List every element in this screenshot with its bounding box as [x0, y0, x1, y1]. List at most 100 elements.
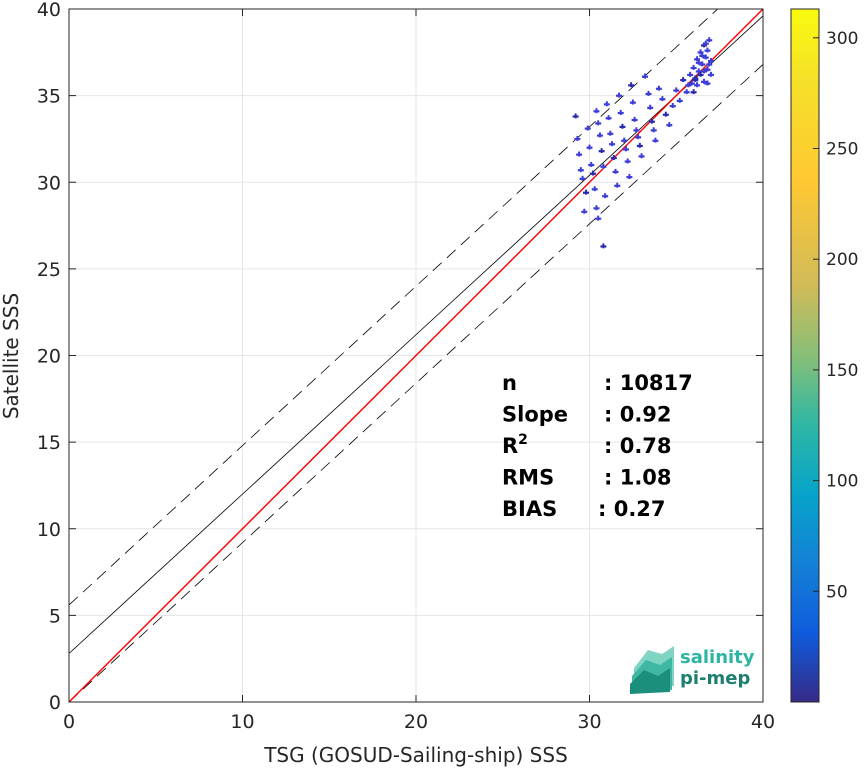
data-point	[699, 71, 702, 77]
data-point	[633, 116, 636, 122]
stat-label: R2	[502, 432, 528, 458]
data-point	[654, 137, 657, 143]
y-tick-label: 5	[49, 605, 61, 627]
data-point	[626, 158, 629, 164]
data-point	[694, 77, 697, 83]
data-point	[687, 82, 690, 88]
data-point	[578, 151, 581, 157]
data-point	[696, 56, 699, 62]
data-point	[647, 90, 650, 96]
colorbar-tick-label: 150	[826, 361, 858, 381]
data-point	[696, 82, 699, 88]
data-point	[704, 54, 707, 60]
data-point	[640, 153, 643, 159]
x-tick-label: 10	[230, 711, 254, 733]
data-point	[690, 80, 693, 86]
lower-bound-line	[69, 64, 763, 702]
upper-bound-line	[69, 9, 719, 606]
y-tick-label: 25	[37, 259, 61, 281]
data-point	[703, 68, 706, 74]
data-point	[638, 142, 641, 148]
salinity-pi-mep-logo: salinity pi-mep	[630, 646, 755, 694]
data-point	[581, 175, 584, 181]
data-point	[600, 148, 603, 154]
data-point	[678, 97, 681, 103]
data-point	[664, 111, 667, 117]
data-point	[685, 89, 688, 95]
data-point	[628, 174, 631, 180]
data-point	[652, 127, 655, 133]
colorbar-tick-label: 50	[826, 582, 848, 602]
y-tick-label: 10	[37, 519, 61, 541]
logo-text-pi-mep: pi-mep	[680, 668, 750, 689]
stats-box: n: 10817 Slope: 0.92 R2: 0.78 RMS: 1.08 BIAS…	[502, 371, 693, 521]
data-point	[699, 49, 702, 55]
data-point	[612, 154, 615, 160]
data-point	[597, 215, 600, 221]
data-point	[706, 80, 709, 86]
data-point	[708, 61, 711, 67]
data-point	[671, 103, 674, 109]
colorbar	[790, 8, 820, 703]
data-point	[607, 115, 610, 121]
data-point	[574, 113, 577, 119]
regression-line	[69, 15, 763, 654]
data-point	[706, 47, 709, 53]
data-point	[668, 122, 671, 128]
data-point	[697, 68, 700, 74]
x-axis-label: TSG (GOSUD-Sailing-ship) SSS	[263, 743, 568, 767]
data-point	[585, 189, 588, 195]
data-point	[703, 42, 706, 48]
data-point	[657, 85, 660, 91]
data-point	[609, 130, 612, 136]
stat-value: : 0.78	[604, 434, 672, 458]
data-point	[605, 101, 608, 107]
data-point	[616, 182, 619, 188]
stat-value: : 10817	[604, 371, 693, 395]
y-tick-label: 30	[37, 172, 61, 194]
reference-lines	[69, 9, 763, 702]
data-point	[623, 137, 626, 143]
stat-superscript: 2	[518, 432, 528, 448]
data-point	[586, 125, 589, 131]
y-tick-label: 35	[37, 86, 61, 108]
data-point	[624, 146, 627, 152]
data-point	[704, 40, 707, 46]
fit-line	[69, 9, 763, 702]
data-point	[706, 66, 709, 72]
y-axis-label: Satellite SSS	[0, 293, 23, 419]
data-point	[619, 109, 622, 115]
data-point	[595, 108, 598, 114]
colorbar-tick-label: 250	[826, 139, 858, 159]
data-point	[635, 127, 638, 133]
data-point	[621, 123, 624, 129]
data-point	[637, 134, 640, 140]
y-tick-label: 0	[49, 692, 61, 714]
data-point	[649, 104, 652, 110]
data-point	[630, 82, 633, 88]
stat-label: Slope	[502, 403, 568, 427]
data-point	[595, 205, 598, 211]
data-point	[697, 59, 700, 65]
data-point	[709, 57, 712, 63]
x-tick-label: 20	[404, 711, 428, 733]
data-point	[583, 208, 586, 214]
colorbar-tick-label: 200	[826, 250, 858, 270]
y-axis-ticks: 0 5 10 15 20 25 30 35 40	[37, 0, 763, 714]
data-point	[590, 161, 593, 167]
x-tick-label: 0	[63, 711, 75, 733]
data-point	[611, 141, 614, 147]
data-point	[675, 87, 678, 93]
density-points	[572, 37, 714, 249]
data-point	[631, 99, 634, 105]
stat-value: : 0.27	[598, 497, 666, 521]
y-tick-label: 20	[37, 346, 61, 368]
data-point	[588, 144, 591, 150]
stat-label: n	[502, 371, 517, 395]
x-tick-label: 30	[577, 711, 601, 733]
data-point	[602, 163, 605, 169]
data-point	[692, 89, 695, 95]
stat-value: : 0.92	[604, 403, 672, 427]
data-point	[579, 167, 582, 173]
data-point	[576, 135, 579, 141]
